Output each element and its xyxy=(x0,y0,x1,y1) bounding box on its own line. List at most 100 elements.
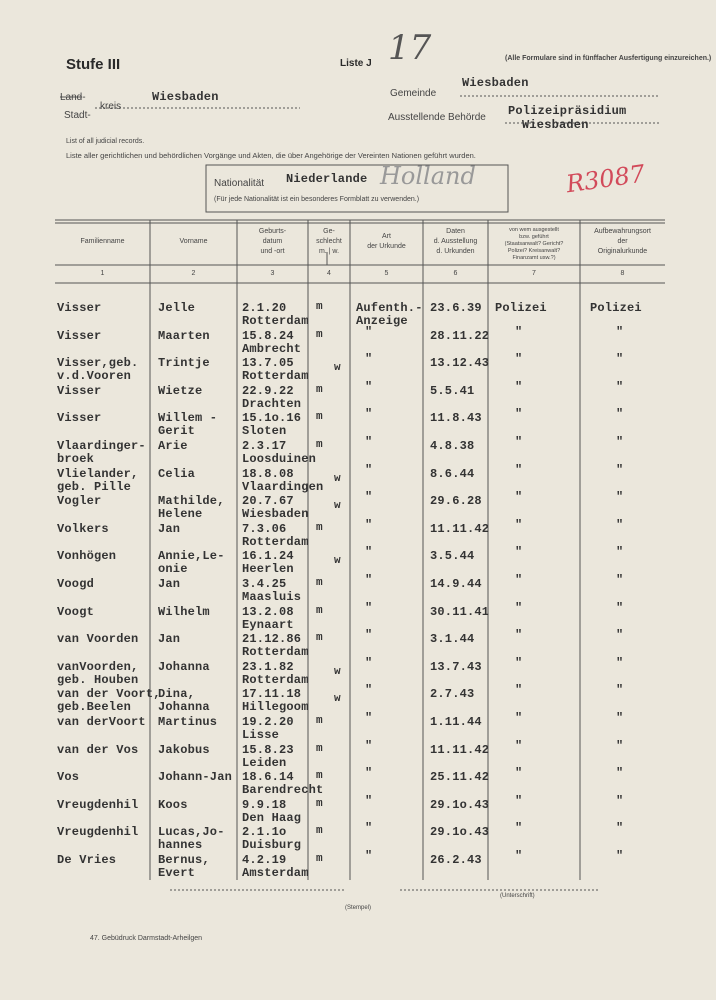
column-header: der Urkunde xyxy=(367,243,406,250)
archive: " xyxy=(616,462,624,477)
document-type: " xyxy=(365,517,373,532)
issue-date: 23.6.39 xyxy=(430,301,482,315)
birth-date: 20.7.67 xyxy=(242,494,294,509)
issue-date: 26.2.43 xyxy=(430,853,482,867)
document-type: " xyxy=(365,628,373,643)
sex: m xyxy=(316,797,323,810)
birth-date: 22.9.22 xyxy=(242,383,294,398)
birth-date: 3.4.25 xyxy=(242,577,287,591)
first-name: Martinus xyxy=(158,715,218,729)
document-type: " xyxy=(365,711,373,725)
first-name: Johanna xyxy=(158,700,210,715)
birth-place: Heerlen xyxy=(242,562,294,577)
surname: Volkers xyxy=(57,521,109,536)
surname: geb. Houben xyxy=(57,672,139,687)
column-header: d. Ausstellung xyxy=(433,238,478,245)
birth-place: Lisse xyxy=(242,728,280,742)
first-name: onie xyxy=(158,562,188,577)
first-name: Johanna xyxy=(158,659,210,674)
issue-date: 29.1o.43 xyxy=(430,825,490,840)
authority-value: Polizeipräsidium xyxy=(508,104,627,118)
sex: m xyxy=(316,715,323,727)
issue-date: 8.6.44 xyxy=(430,466,475,481)
issue-date: 11.8.43 xyxy=(430,411,482,426)
birth-place: Ambrecht xyxy=(242,341,302,356)
issuer: Polizei xyxy=(495,301,547,315)
column-number: 7 xyxy=(532,270,536,277)
birth-date: 9.9.18 xyxy=(242,797,287,812)
birth-date: 18.8.08 xyxy=(242,466,294,481)
birth-place: Wiesbaden xyxy=(242,507,309,522)
birth-place: Drachten xyxy=(242,396,302,411)
archive: " xyxy=(616,379,624,394)
birth-place: Loosduinen xyxy=(242,452,317,466)
document-type: " xyxy=(365,821,373,836)
sex: m xyxy=(316,825,323,838)
surname: Vlielander, xyxy=(57,466,139,481)
signature-caption: (Unterschrift) xyxy=(500,893,535,899)
stamp-caption: (Stempel) xyxy=(345,905,372,911)
birth-date: 7.3.06 xyxy=(242,521,287,536)
column-number: 1 xyxy=(100,270,105,277)
column-header: datum xyxy=(262,238,283,245)
nationality-handwritten: Holland xyxy=(380,162,476,190)
birth-date: 15.8.24 xyxy=(242,328,294,343)
surname: Voogt xyxy=(57,604,95,619)
surname: v.d.Vooren xyxy=(57,369,132,384)
issuer: " xyxy=(515,462,523,477)
gemeinde-label: Gemeinde xyxy=(390,88,437,99)
birth-place: Den Haag xyxy=(242,810,302,825)
sex: m xyxy=(316,439,323,451)
birth-place: Vlaardingen xyxy=(242,479,324,494)
column-header: Vorname xyxy=(179,238,208,245)
document-type: " xyxy=(365,462,373,477)
archive: " xyxy=(616,490,624,505)
birth-place: Hillegoom xyxy=(242,700,309,715)
column-header: Aufbewahrungsort xyxy=(594,228,651,235)
issue-date: 11.11.42 xyxy=(430,521,490,536)
sex: w xyxy=(334,362,341,375)
document-type: " xyxy=(365,324,373,339)
archive: " xyxy=(616,849,624,863)
gemeinde-value: Wiesbaden xyxy=(462,76,529,90)
first-name: Jelle xyxy=(158,301,196,315)
birth-date: 2.1.1o xyxy=(242,825,287,840)
document-type: " xyxy=(365,600,373,615)
sex: m xyxy=(316,383,323,396)
issuer: " xyxy=(515,517,523,532)
issuer: " xyxy=(515,821,523,836)
birth-place: Rotterdam xyxy=(242,672,309,687)
surname: van der Vos xyxy=(57,742,139,757)
issuer: " xyxy=(515,655,523,670)
birth-place: Maasluis xyxy=(242,590,302,604)
document-type: " xyxy=(365,849,373,863)
column-header: m. | w. xyxy=(318,248,340,255)
archive: Polizei xyxy=(590,301,642,315)
issuer: " xyxy=(515,435,523,449)
birth-place: Rotterdam xyxy=(242,534,309,549)
issuer: " xyxy=(515,766,523,781)
birth-place: Duisburg xyxy=(242,838,302,853)
surname: Vonhögen xyxy=(57,549,117,564)
archive: " xyxy=(616,324,624,339)
sex: m xyxy=(316,604,323,617)
document-type: " xyxy=(365,352,373,367)
issue-date: 14.9.44 xyxy=(430,577,482,591)
issue-date: 13.12.43 xyxy=(430,356,490,371)
birth-date: 4.2.19 xyxy=(242,853,287,867)
column-number: 6 xyxy=(453,270,458,277)
first-name: Jan xyxy=(158,577,181,591)
document-type: Anzeige xyxy=(356,314,408,328)
sex: m xyxy=(316,301,323,313)
archive: " xyxy=(616,655,624,670)
first-name: Maarten xyxy=(158,328,210,343)
first-name: Celia xyxy=(158,466,196,481)
issuer: " xyxy=(515,490,523,505)
issuer: " xyxy=(515,738,523,753)
document-type: " xyxy=(365,766,373,781)
first-name: Willem - xyxy=(158,411,218,426)
birth-date: 15.1o.16 xyxy=(242,411,302,426)
archive: " xyxy=(616,352,624,367)
first-name: Jan xyxy=(158,521,181,536)
